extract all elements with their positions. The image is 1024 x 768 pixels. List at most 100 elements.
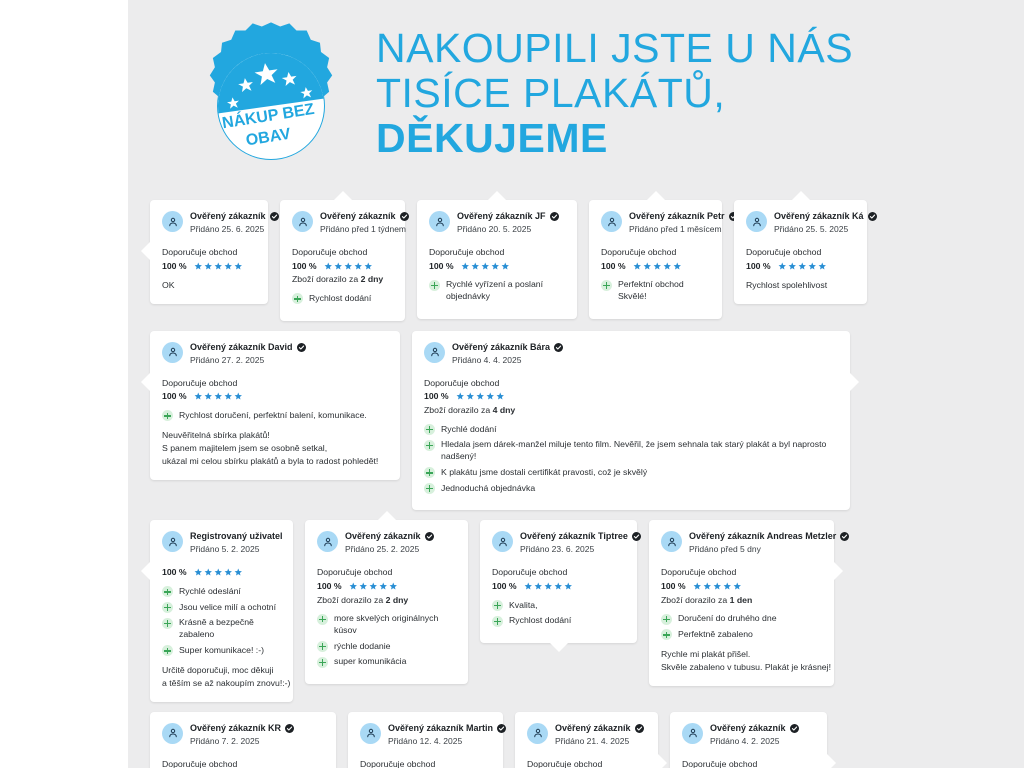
review-text-line: ukázal mi celou sbírku plakátů a byla to…	[162, 455, 379, 466]
pro-item: Rychlost dodání	[292, 293, 393, 305]
pros-list: more skvelých originálnych kúsov rýchle d…	[317, 613, 456, 668]
review-card[interactable]: Ověřený zákazník Martin Přidáno 12. 4. 20…	[348, 711, 507, 768]
plus-icon	[424, 483, 435, 495]
delivery-time: Zboží dorazilo za 4 dny	[424, 404, 838, 417]
review-text-line: Skvěle zabaleno v tubusu. Plakát je krás…	[661, 661, 831, 672]
verified-check-icon	[424, 532, 434, 542]
review-card[interactable]: Ověřený zákazník Bára Přidáno 4. 4. 2025 D…	[412, 330, 859, 511]
review-date: Přidáno 25. 2. 2025	[345, 544, 420, 555]
review-author: Ověřený zákazník JF Přidáno 20. 5. 2025	[429, 210, 565, 236]
review-author: Ověřený zákazník Bára Přidáno 4. 4. 2025	[424, 341, 838, 367]
pros-list: Rychlost doručení, perfektní balení, kom…	[162, 410, 388, 422]
recommends-label: Doporučuje obchod	[292, 247, 368, 258]
review-author: Ověřený zákazník Přidáno 4. 2. 2025	[682, 722, 815, 748]
review-text: Neuvěřitelná sbírka plakátů! S panem maji…	[162, 429, 388, 468]
pro-text: more skvelých originálnych kúsov	[334, 613, 439, 635]
card-tail-right	[827, 753, 836, 768]
user-avatar-icon	[162, 341, 183, 363]
pros-list: Rychlé odeslání Jsou velice milí a ochotn…	[162, 586, 281, 657]
pro-text: Perfektně zabaleno	[678, 628, 753, 639]
review-card[interactable]: Ověřený zákazník David Přidáno 27. 2. 202…	[141, 330, 400, 480]
recommends-label: Doporučuje obchod	[360, 758, 436, 768]
review-author: Ověřený zákazník Přidáno 25. 2. 2025	[317, 530, 456, 556]
review-card[interactable]: Ověřený zákazník Přidáno 4. 2. 2025 Doporu…	[670, 711, 836, 768]
star-rating	[324, 262, 373, 271]
review-text-line: Rychle mi plakát přišel.	[661, 648, 751, 659]
pro-text: Rychlost doručení, perfektní balení, kom…	[179, 409, 367, 420]
verified-check-icon	[634, 723, 644, 733]
review-card[interactable]: Ověřený zákazník Přidáno před 1 týdnem Dop…	[280, 191, 409, 321]
reviewer-name: Registrovaný uživatel	[190, 530, 283, 543]
delivery-prefix: Zboží dorazilo za	[317, 594, 386, 605]
review-text-line: a těším se až nakoupím znovu!:-)	[162, 677, 291, 688]
recommends-label: Doporučuje obchod	[317, 567, 393, 578]
reviewer-name: Ověřený zákazník David	[190, 341, 306, 354]
recommends-label: Doporučuje obchod	[492, 567, 568, 578]
pro-item: K plakátu jsme dostali certifikát pravos…	[424, 467, 838, 479]
review-date: Přidáno před 5 dny	[689, 544, 761, 555]
reviewer-name-text: Ověřený zákazník David	[190, 341, 293, 352]
plus-icon	[162, 410, 173, 422]
pro-text: Kvalita,	[509, 599, 538, 610]
pro-item: Rychlost doručení, perfektní balení, kom…	[162, 410, 388, 422]
user-avatar-icon	[360, 722, 381, 744]
delivery-prefix: Zboží dorazilo za	[424, 404, 493, 415]
plus-icon	[492, 615, 503, 627]
star-rating	[349, 582, 398, 591]
plus-icon	[162, 602, 173, 614]
review-author: Ověřený zákazník Přidáno před 1 týdnem	[292, 210, 409, 236]
pro-text: Super komunikace! :-)	[179, 644, 264, 655]
pro-item: Doručení do druhého dne	[661, 613, 822, 625]
verified-check-icon	[399, 212, 409, 222]
star-rating	[194, 392, 243, 401]
rating-row: 100 %	[162, 260, 256, 273]
reviewer-name: Ověřený zákazník	[190, 210, 279, 223]
pro-text: Perfektní obchod Skvělé!	[618, 279, 684, 302]
reviewer-name: Ověřený zákazník	[710, 722, 799, 735]
review-date: Přidáno 25. 6. 2025	[190, 224, 265, 235]
rating-percent: 100 %	[424, 391, 449, 402]
review-text-line: OK	[162, 280, 175, 291]
plus-icon	[317, 656, 328, 668]
user-avatar-icon	[429, 211, 450, 232]
review-author: Ověřený zákazník David Přidáno 27. 2. 202…	[162, 341, 388, 367]
review-card[interactable]: Ověřený zákazník Přidáno 21. 4. 2025 Dopor…	[515, 711, 667, 768]
review-card[interactable]: Ověřený zákazník Ká Přidáno 25. 5. 2025 Do…	[734, 191, 877, 305]
review-card[interactable]: Ověřený zákazník Andreas Metzler Přidáno …	[649, 520, 850, 686]
review-text-line: Rychlost spolehlivost	[746, 280, 828, 291]
plus-icon	[601, 279, 612, 291]
pro-item: Krásně a bezpečně zabaleno	[162, 617, 281, 640]
review-author: Ověřený zákazník Ká Přidáno 25. 5. 2025	[746, 210, 877, 236]
review-card[interactable]: Ověřený zákazník Přidáno 25. 6. 2025 Dopor…	[141, 200, 279, 305]
reviewer-name-text: Ověřený zákazník	[190, 211, 266, 221]
review-card[interactable]: Ověřený zákazník JF Přidáno 20. 5. 2025 Do…	[417, 191, 577, 319]
review-card[interactable]: Ověřený zákazník Přidáno 25. 2. 2025 Dopor…	[305, 511, 468, 685]
review-card[interactable]: Registrovaný uživatel Přidáno 5. 2. 2025 1…	[141, 520, 293, 702]
pro-item: Rychlé odeslání	[162, 586, 281, 598]
review-author: Registrovaný uživatel Přidáno 5. 2. 2025	[162, 530, 283, 556]
user-avatar-icon	[162, 531, 183, 553]
review-card[interactable]: Ověřený zákazník Petr Přidáno před 1 měsí…	[589, 191, 738, 319]
reviewer-name-text: Ověřený zákazník JF	[457, 211, 546, 221]
pro-item: Rychlé dodání	[424, 424, 838, 436]
card-tail-top	[377, 511, 396, 521]
verified-check-icon	[296, 342, 306, 352]
rating-row: 100 %	[746, 260, 855, 273]
pros-list: Doručení do druhého dne Perfektně zabalen…	[661, 613, 822, 641]
user-avatar-icon	[317, 531, 338, 553]
card-tail-top	[791, 191, 810, 200]
delivery-prefix: Zboží dorazilo za	[661, 594, 730, 605]
pros-list: Rychlost dodání	[292, 293, 393, 305]
pro-text: Jednoduchá objednávka	[441, 482, 536, 493]
reviews-row: Ověřený zákazník KR Přidáno 7. 2. 2025 Dop…	[128, 711, 1024, 768]
reviewer-name: Ověřený zákazník Martin	[388, 722, 507, 735]
recommends-label: Doporučuje obchod	[746, 247, 822, 258]
review-date: Přidáno 4. 2. 2025	[710, 735, 780, 746]
star-rating	[456, 392, 505, 401]
review-card[interactable]: Ověřený zákazník KR Přidáno 7. 2. 2025 Dop…	[150, 711, 336, 768]
review-date: Přidáno 7. 2. 2025	[190, 735, 260, 746]
header: NÁKUP BEZ OBAV NAKOUPILI JSTE U NÁS TISÍ…	[128, 0, 1024, 200]
rating-row: 100 %	[601, 260, 710, 273]
star-rating	[461, 262, 510, 271]
review-card[interactable]: Ověřený zákazník Tiptree Přidáno 23. 6. 2…	[480, 520, 641, 653]
